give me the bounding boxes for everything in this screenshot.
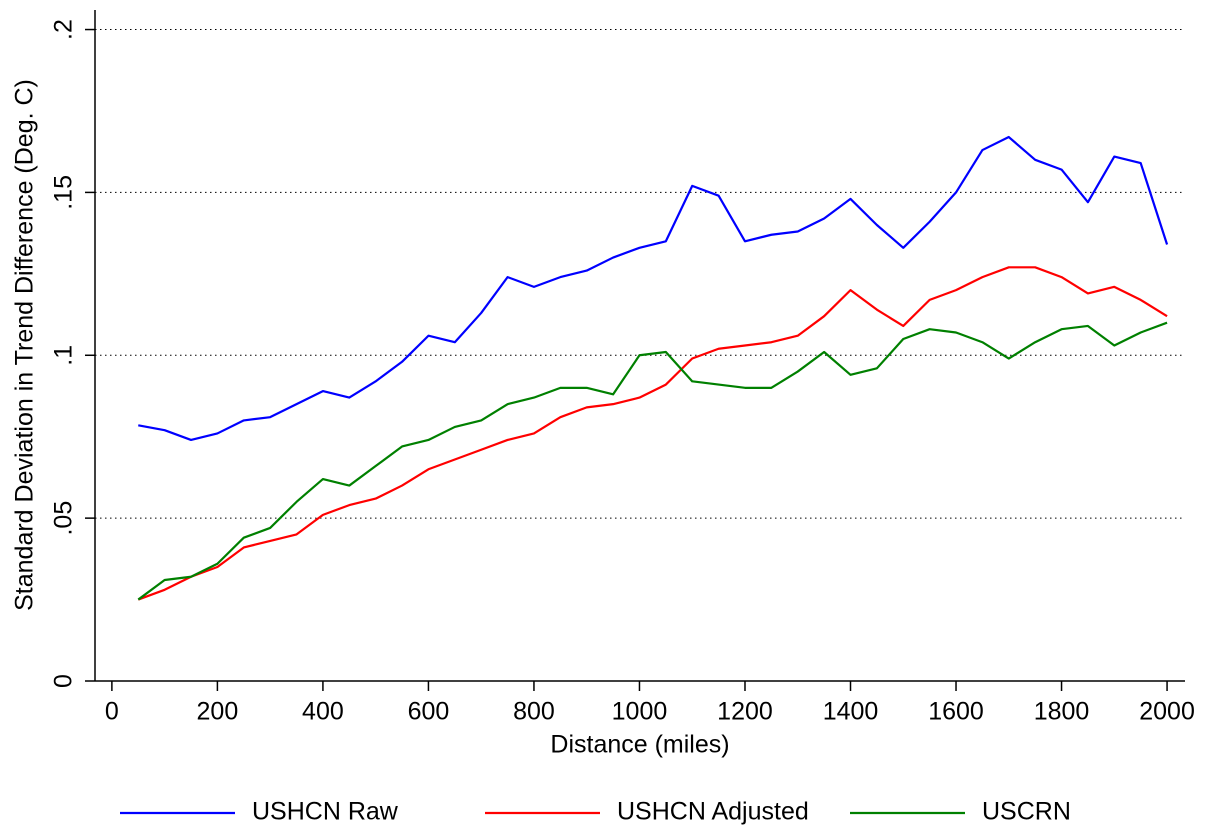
- x-tick-label: 1400: [823, 698, 879, 726]
- x-tick-label: 400: [302, 698, 344, 726]
- x-tick-label: 0: [105, 698, 119, 726]
- y-axis-label: Standard Deviation in Trend Difference (…: [11, 79, 39, 611]
- x-tick-label: 1800: [1034, 698, 1090, 726]
- x-tick-label: 1600: [928, 698, 984, 726]
- y-tick-label: .2: [50, 19, 78, 40]
- legend-label: USHCN Adjusted: [617, 798, 809, 826]
- x-tick-label: 800: [513, 698, 555, 726]
- x-tick-label: 200: [197, 698, 239, 726]
- data-line: [137, 321, 1168, 601]
- data-line: [138, 135, 1169, 442]
- x-tick-label: 2000: [1139, 698, 1195, 726]
- data-line: [137, 266, 1168, 601]
- y-tick-label: .1: [50, 345, 78, 366]
- x-axis-label: Distance (miles): [550, 731, 729, 759]
- x-tick-label: 600: [408, 698, 450, 726]
- legend-label: USCRN: [982, 798, 1071, 826]
- y-tick-label: 0: [50, 674, 78, 688]
- x-tick-label: 1000: [612, 698, 668, 726]
- y-tick-label: .05: [50, 501, 78, 536]
- x-tick-label: 1200: [717, 698, 773, 726]
- y-tick-label: .15: [50, 175, 78, 210]
- legend-label: USHCN Raw: [252, 798, 399, 826]
